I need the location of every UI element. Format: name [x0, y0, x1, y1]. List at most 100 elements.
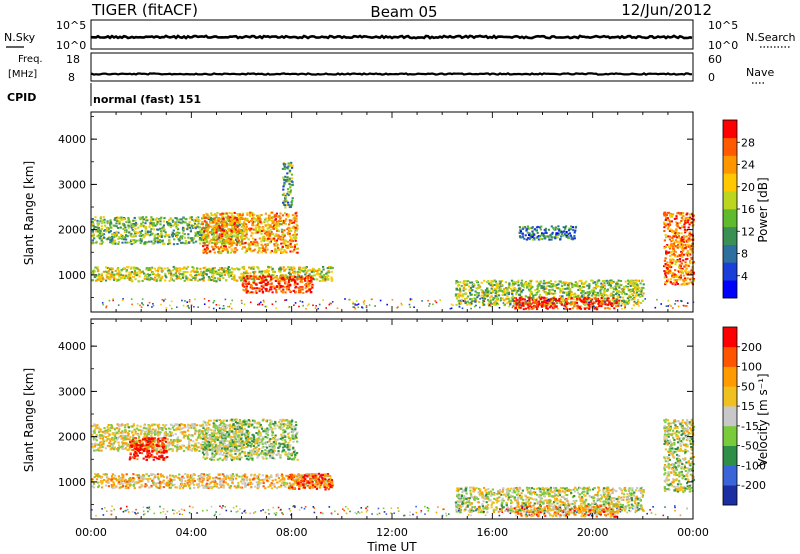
data-cell: [667, 305, 669, 307]
data-cell: [671, 213, 675, 216]
data-cell: [540, 225, 543, 228]
data-cell: [289, 205, 293, 208]
data-cell: [254, 270, 257, 273]
data-cell: [226, 232, 229, 235]
data-cell: [205, 240, 208, 243]
data-cell: [235, 216, 239, 219]
data-cell: [94, 279, 98, 282]
data-cell: [317, 273, 320, 276]
data-cell: [523, 226, 526, 228]
data-cell: [631, 284, 634, 287]
data-cell: [286, 276, 289, 279]
data-cell: [182, 274, 185, 277]
data-cell: [633, 297, 636, 300]
data-cell: [621, 299, 624, 302]
data-cell: [249, 272, 252, 275]
data-cell: [249, 229, 252, 232]
data-cell: [98, 273, 101, 276]
data-cell: [503, 290, 506, 293]
data-cell: [133, 267, 136, 270]
data-cell: [618, 300, 620, 302]
data-cell: [483, 293, 486, 296]
data-cell: [680, 262, 683, 265]
data-cell: [267, 230, 270, 233]
data-cell: [253, 277, 256, 280]
data-cell: [254, 290, 258, 293]
data-cell: [539, 237, 542, 240]
data-cell: [262, 229, 265, 232]
data-cell: [227, 239, 231, 242]
data-cell: [681, 239, 684, 242]
data-cell: [607, 297, 611, 300]
data-cell: [125, 234, 128, 237]
data-cell: [279, 219, 282, 222]
data-cell: [243, 285, 246, 288]
data-cell: [202, 237, 205, 239]
data-cell: [163, 267, 166, 270]
data-cell: [570, 297, 573, 300]
data-cell: [205, 222, 208, 225]
data-cell: [544, 227, 548, 230]
data-cell: [218, 278, 221, 280]
data-cell: [250, 234, 253, 237]
data-cell: [205, 252, 208, 255]
power-cbar-label: Power [dB]: [756, 177, 770, 242]
data-cell: [282, 163, 285, 165]
data-cell: [316, 269, 319, 272]
data-cell: [210, 222, 213, 225]
data-cell: [213, 227, 217, 230]
data-cell: [252, 243, 255, 246]
data-cell: [186, 241, 189, 244]
data-cell: [582, 301, 585, 304]
data-cell: [231, 299, 233, 302]
data-cell: [505, 297, 508, 300]
data-cell: [188, 221, 191, 223]
data-cell: [556, 299, 559, 302]
data-cell: [193, 218, 196, 221]
data-cell: [674, 255, 677, 258]
data-cell: [330, 302, 333, 305]
data-cell: [534, 294, 537, 296]
data-cell: [272, 270, 275, 273]
data-cell: [305, 275, 308, 278]
data-cell: [256, 277, 259, 280]
date-label: 12/Jun/2012: [621, 1, 712, 19]
data-cell: [273, 243, 276, 246]
data-cell: [571, 301, 573, 304]
data-cell: [241, 285, 245, 287]
data-cell: [325, 276, 328, 279]
data-cell: [139, 225, 142, 227]
data-cell: [234, 250, 237, 253]
data-cell: [288, 276, 291, 279]
data-cell: [668, 222, 671, 225]
data-cell: [225, 231, 228, 233]
data-cell: [263, 235, 266, 238]
data-cell: [289, 273, 292, 276]
data-cell: [567, 293, 570, 296]
data-cell: [686, 257, 689, 260]
data-cell: [219, 275, 222, 278]
data-cell: [521, 302, 524, 305]
data-cell: [684, 305, 687, 307]
data-cell: [559, 289, 562, 292]
data-cell: [230, 267, 234, 270]
data-cell: [214, 245, 217, 248]
data-cell: [690, 251, 693, 254]
data-cell: [667, 272, 670, 275]
data-cell: [656, 298, 658, 301]
data-cell: [589, 302, 592, 304]
data-cell: [288, 180, 291, 183]
data-cell: [477, 294, 480, 297]
data-cell: [670, 305, 672, 307]
data-cell: [692, 272, 695, 275]
data-cell: [571, 286, 574, 289]
data-cell: [459, 294, 462, 297]
data-cell: [263, 230, 266, 232]
data-cell: [242, 221, 246, 223]
data-cell: [144, 218, 147, 221]
data-cell: [511, 298, 514, 301]
data-cell: [150, 240, 153, 243]
data-cell: [221, 307, 224, 310]
data-cell: [635, 291, 639, 294]
data-cell: [181, 235, 184, 238]
